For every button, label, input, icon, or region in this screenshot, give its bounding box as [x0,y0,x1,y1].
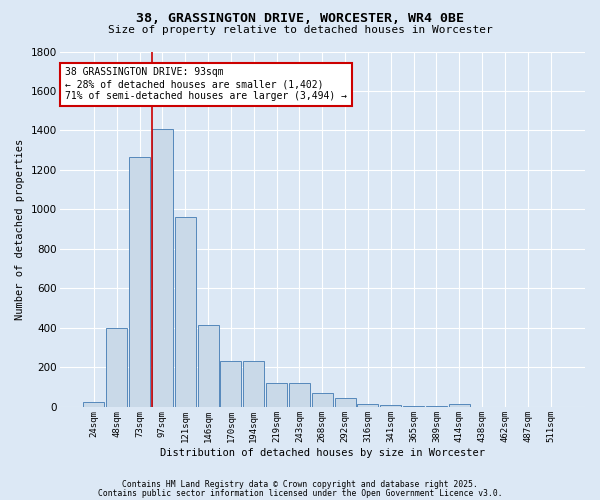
Bar [449,404,470,407]
Bar [358,404,379,407]
Text: 38 GRASSINGTON DRIVE: 93sqm
← 28% of detached houses are smaller (1,402)
71% of : 38 GRASSINGTON DRIVE: 93sqm ← 28% of det… [65,68,347,100]
Bar [289,383,310,407]
Bar [197,325,218,407]
Bar [106,328,127,407]
Text: 38, GRASSINGTON DRIVE, WORCESTER, WR4 0BE: 38, GRASSINGTON DRIVE, WORCESTER, WR4 0B… [136,12,464,26]
Bar [129,157,150,407]
Bar [380,405,401,407]
Bar [426,406,447,407]
Bar [175,218,196,407]
Bar [83,402,104,407]
Bar [312,393,333,407]
Text: Contains public sector information licensed under the Open Government Licence v3: Contains public sector information licen… [98,488,502,498]
Bar [152,130,173,407]
Text: Size of property relative to detached houses in Worcester: Size of property relative to detached ho… [107,25,493,35]
Bar [243,360,264,407]
Bar [403,406,424,407]
Bar [220,360,241,407]
Bar [335,398,356,407]
Y-axis label: Number of detached properties: Number of detached properties [15,138,25,320]
X-axis label: Distribution of detached houses by size in Worcester: Distribution of detached houses by size … [160,448,485,458]
Bar [266,383,287,407]
Text: Contains HM Land Registry data © Crown copyright and database right 2025.: Contains HM Land Registry data © Crown c… [122,480,478,489]
